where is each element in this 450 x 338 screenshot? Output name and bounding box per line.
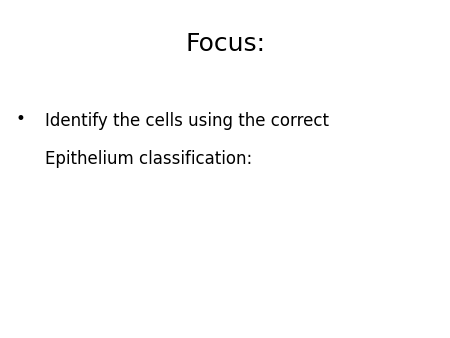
Text: Identify the cells using the correct: Identify the cells using the correct	[45, 112, 329, 129]
Text: •: •	[15, 110, 25, 128]
Text: Focus:: Focus:	[185, 32, 265, 56]
Text: Epithelium classification:: Epithelium classification:	[45, 150, 252, 168]
